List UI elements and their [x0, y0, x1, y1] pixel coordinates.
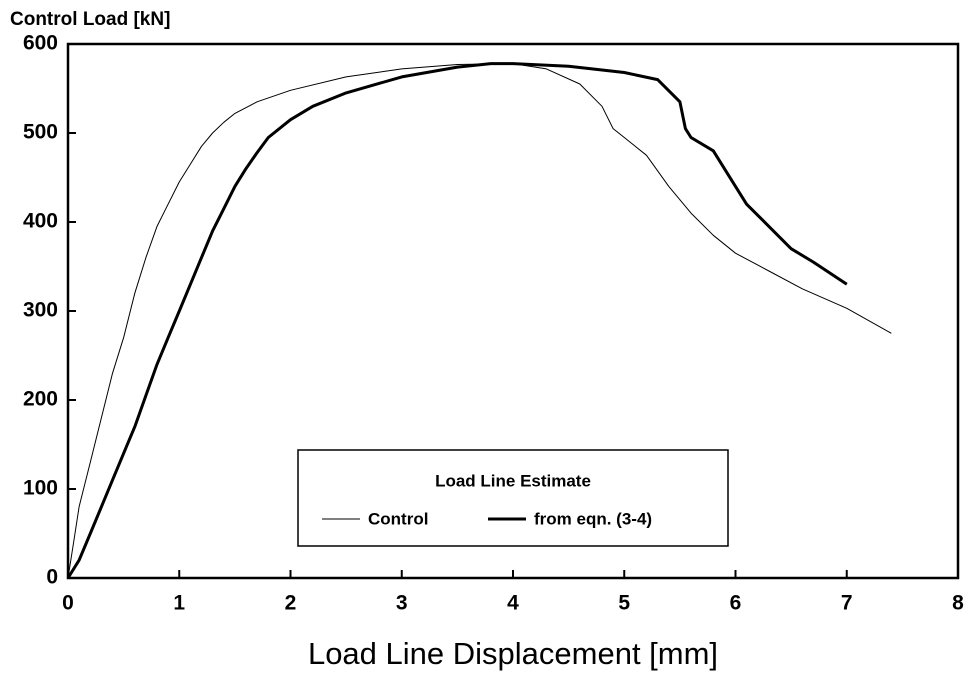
chart-title: Control Load [kN]	[10, 9, 170, 30]
x-axis-label: Load Line Displacement [mm]	[308, 636, 718, 671]
data-line	[67, 63, 892, 579]
y-tick-label: 200	[23, 388, 58, 411]
y-tick-label: 600	[23, 32, 58, 55]
x-tick-label: 0	[62, 592, 74, 615]
legend-box	[297, 449, 729, 547]
legend-label: from eqn. (3-4)	[534, 509, 652, 528]
x-tick-label: 8	[952, 592, 964, 615]
x-tick-label: 6	[730, 592, 742, 615]
y-tick-label: 0	[46, 566, 58, 589]
y-tick-label: 500	[23, 121, 58, 144]
y-tick-label: 400	[23, 210, 58, 233]
data-line	[66, 62, 848, 579]
x-tick-label: 1	[173, 592, 185, 615]
x-tick-label: 7	[841, 592, 853, 615]
x-tick-label: 3	[396, 592, 408, 615]
x-tick-label: 5	[618, 592, 630, 615]
y-tick-label: 100	[23, 477, 58, 500]
x-tick-label: 2	[285, 592, 297, 615]
y-tick-label: 300	[23, 299, 58, 322]
legend-label: Control	[368, 509, 428, 528]
x-tick-label: 4	[507, 592, 519, 615]
legend-title: Load Line Estimate	[435, 471, 591, 490]
